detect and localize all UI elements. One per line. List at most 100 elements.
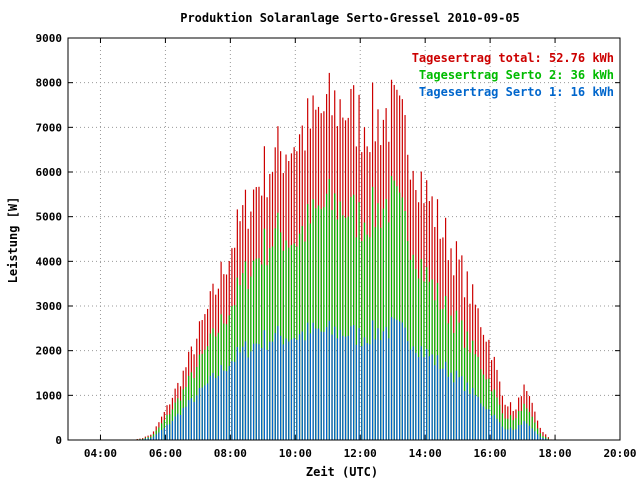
- bar-series-3: [328, 320, 330, 440]
- bar-series-3: [285, 338, 287, 440]
- bar-series-3: [190, 398, 192, 440]
- bar-series-2: [336, 219, 339, 440]
- bar-series-3: [298, 334, 301, 440]
- x-tick-label: 16:00: [474, 447, 507, 460]
- bar-series-3: [369, 344, 371, 440]
- bar-series-3: [453, 382, 455, 440]
- bar-series-3: [477, 396, 479, 440]
- bar-series-3: [439, 369, 441, 440]
- bar-series-3: [258, 344, 260, 440]
- y-tick-label: 3000: [36, 300, 63, 313]
- x-axis-ticks: 04:00 06:00 08:00 10:00 12:00 14:00 16:00 18:00…: [84, 38, 637, 460]
- bar-series-2: [393, 180, 395, 440]
- bar-series-3: [336, 338, 339, 440]
- bar-series-2: [371, 186, 374, 440]
- bar-series-2: [374, 227, 376, 440]
- bar-series-3: [185, 406, 187, 440]
- bar-series-3: [317, 328, 320, 440]
- bar-series-2: [399, 192, 401, 440]
- bar-series-3: [261, 348, 263, 440]
- bar-series-2: [328, 179, 330, 441]
- bar-series-3: [426, 349, 428, 440]
- bar-series-3: [488, 409, 490, 440]
- bar-series-2: [309, 223, 311, 440]
- bar-series-3: [528, 425, 531, 440]
- bar-series-3: [217, 375, 220, 440]
- bar-series-3: [445, 361, 447, 440]
- bar-series-3: [155, 434, 157, 440]
- bar-series-3: [144, 438, 146, 440]
- y-tick-label: 0: [55, 434, 62, 447]
- bar-series-2: [358, 202, 360, 440]
- bar-series-3: [442, 368, 444, 440]
- bar-series-3: [152, 436, 155, 440]
- bar-series-3: [490, 415, 493, 440]
- bar-series-3: [382, 331, 385, 440]
- bar-series-3: [399, 321, 401, 440]
- bar-series-3: [239, 352, 241, 440]
- bar-series-3: [545, 438, 547, 440]
- bar-series-3: [474, 395, 476, 440]
- y-tick-label: 4000: [36, 255, 63, 268]
- y-tick-label: 1000: [36, 389, 63, 402]
- bar-series-3: [188, 400, 190, 440]
- bar-series-3: [179, 414, 182, 440]
- bar-series-3: [266, 349, 268, 440]
- bar-series-3: [390, 316, 393, 440]
- legend-entry: Tagesertrag Serto 1: 16 kWh: [419, 85, 614, 99]
- bar-series-3: [228, 365, 230, 440]
- bar-series-3: [342, 335, 344, 440]
- bar-series-3: [536, 434, 539, 440]
- bar-series-3: [331, 334, 333, 440]
- bar-series-3: [231, 361, 233, 440]
- x-tick-label: 14:00: [409, 447, 442, 460]
- bar-series-3: [247, 357, 249, 440]
- bar-series-3: [358, 327, 360, 440]
- bar-series-3: [423, 357, 425, 440]
- bar-series-2: [334, 193, 336, 440]
- bar-series-3: [244, 341, 247, 440]
- bar-series-3: [220, 364, 222, 440]
- bar-series-3: [515, 429, 517, 440]
- x-tick-label: 10:00: [279, 447, 312, 460]
- bar-series-3: [496, 418, 498, 440]
- bar-series-3: [363, 337, 366, 440]
- bar-series-2: [361, 241, 363, 440]
- bar-series-3: [428, 356, 430, 440]
- bar-series-3: [271, 341, 274, 440]
- bar-series-3: [250, 351, 252, 440]
- bar-series-2: [339, 201, 341, 440]
- x-tick-label: 06:00: [149, 447, 182, 460]
- bar-series-3: [161, 430, 163, 440]
- bar-series-3: [436, 355, 439, 440]
- bar-series-3: [301, 331, 303, 440]
- bar-series-3: [455, 370, 458, 440]
- bar-series-3: [215, 377, 217, 440]
- bar-series-3: [236, 346, 238, 440]
- bar-series-3: [274, 333, 276, 440]
- bar-series-3: [347, 335, 349, 440]
- bar-series-3: [385, 327, 387, 440]
- bar-series-3: [282, 344, 284, 440]
- bar-series-2: [377, 203, 379, 440]
- bar-series-3: [355, 344, 357, 440]
- bar-series-2: [401, 197, 403, 440]
- bar-series-3: [463, 391, 466, 440]
- bar-series-3: [353, 325, 355, 440]
- bar-series-3: [326, 327, 328, 440]
- bar-series-3: [393, 318, 395, 440]
- bar-series-3: [504, 429, 506, 440]
- bar-series-3: [542, 438, 544, 440]
- y-axis-ticks: 0 1000 2000 3000 4000 5000 6000 7000 8000 9000: [36, 32, 620, 447]
- bar-series-3: [277, 326, 279, 440]
- bar-series-3: [252, 343, 255, 440]
- bar-series-3: [315, 328, 317, 440]
- bar-series-3: [280, 335, 282, 440]
- bar-series-3: [255, 343, 257, 440]
- bar-series: [133, 72, 552, 441]
- bar-series-3: [512, 430, 514, 440]
- bar-series-3: [147, 438, 149, 440]
- bar-series-3: [499, 422, 501, 440]
- bar-series-3: [518, 425, 520, 440]
- bar-series-3: [339, 329, 341, 440]
